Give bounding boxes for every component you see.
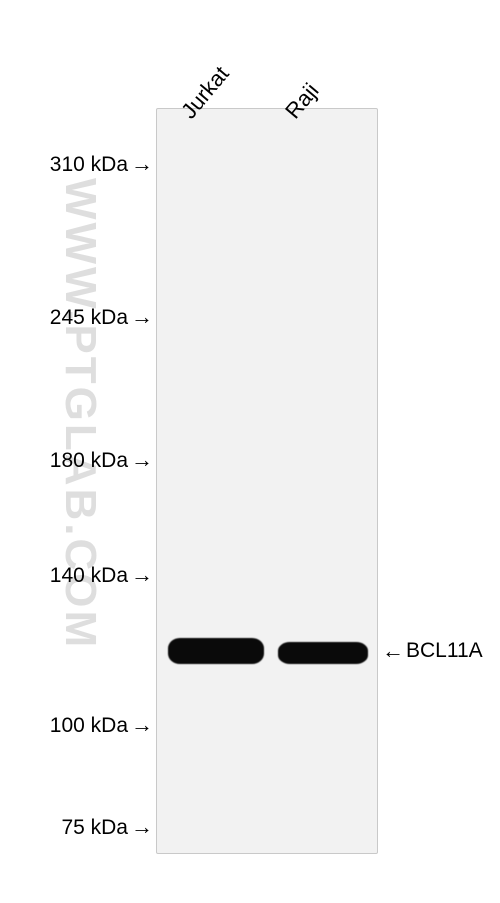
western-blot-figure: WWW.PTGLAB.COM Jurkat Raji 310 kDa → 245… [0, 0, 500, 903]
mw-arrow-100: → [131, 712, 153, 738]
blot-membrane [156, 108, 378, 854]
mw-arrow-310: → [131, 151, 153, 177]
mw-arrow-140: → [131, 562, 153, 588]
target-arrow-icon: ← [382, 638, 404, 664]
band-raji-bcl11a [278, 642, 368, 664]
mw-label-245: 245 kDa [0, 306, 128, 330]
mw-arrow-180: → [131, 447, 153, 473]
mw-arrow-75: → [131, 814, 153, 840]
band-jurkat-bcl11a [168, 638, 264, 664]
mw-arrow-245: → [131, 304, 153, 330]
mw-label-140: 140 kDa [0, 564, 128, 588]
mw-label-100: 100 kDa [0, 714, 128, 738]
target-label: BCL11A [406, 639, 483, 663]
mw-label-180: 180 kDa [0, 449, 128, 473]
mw-label-75: 75 kDa [0, 816, 128, 840]
mw-label-310: 310 kDa [0, 153, 128, 177]
